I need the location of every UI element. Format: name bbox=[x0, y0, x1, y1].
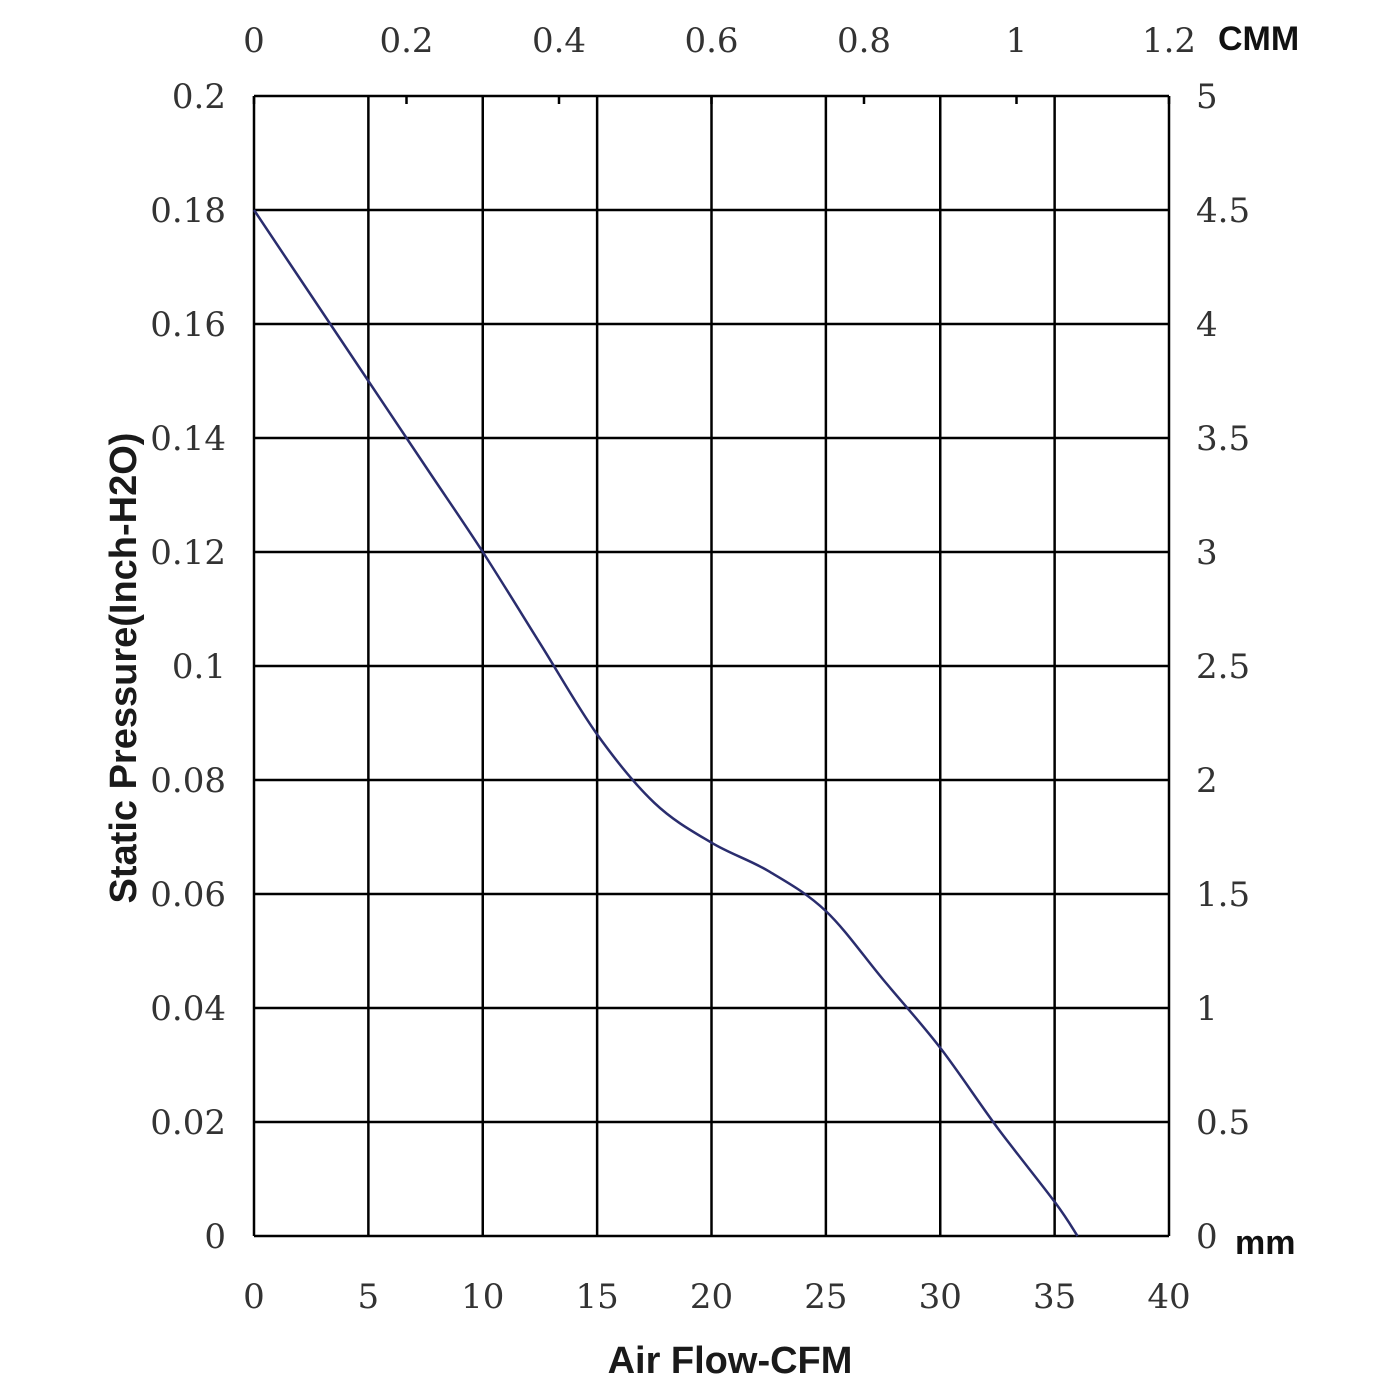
y-axis-title: Static Pressure(Inch-H2O) bbox=[103, 433, 145, 904]
y-tick-label: 0.2 bbox=[172, 77, 226, 117]
top-axis-unit: CMM bbox=[1218, 20, 1299, 58]
x-tick-label: 5 bbox=[358, 1277, 380, 1317]
x-tick-label: 30 bbox=[919, 1277, 962, 1317]
top-tick-label: 1 bbox=[1006, 21, 1028, 61]
y-tick-label: 0.1 bbox=[172, 647, 226, 687]
y-tick-label: 0.18 bbox=[150, 191, 226, 231]
grid bbox=[252, 94, 1171, 1238]
series-line bbox=[252, 209, 1079, 1237]
x-tick-label: 10 bbox=[461, 1277, 504, 1317]
right-tick-label: 0.5 bbox=[1196, 1103, 1250, 1143]
x-tick-label: 20 bbox=[690, 1277, 733, 1317]
y-tick-label: 0.16 bbox=[150, 305, 226, 345]
right-axis-unit: mm bbox=[1235, 1224, 1295, 1262]
top-tick-label: 0.8 bbox=[837, 21, 891, 61]
right-tick-label: 0 bbox=[1196, 1217, 1218, 1257]
y-tick-label: 0.02 bbox=[150, 1103, 226, 1143]
right-tick-label: 5 bbox=[1196, 77, 1218, 117]
right-tick-label: 4.5 bbox=[1196, 191, 1250, 231]
x-tick-label: 0 bbox=[243, 1277, 265, 1317]
top-tick-label: 0.4 bbox=[532, 21, 586, 61]
right-axis-ticks: 0 0.5 1 1.5 2 2.5 3 3.5 4 4.5 5 bbox=[1196, 77, 1250, 1257]
right-tick-label: 1.5 bbox=[1196, 875, 1250, 915]
right-tick-label: 1 bbox=[1196, 989, 1218, 1029]
x-tick-label: 40 bbox=[1147, 1277, 1190, 1317]
left-axis-ticks: 0 0.02 0.04 0.06 0.08 0.1 0.12 0.14 0.16 0.18 0.2 bbox=[150, 77, 226, 1257]
y-tick-label: 0.12 bbox=[150, 533, 226, 573]
y-tick-label: 0 bbox=[204, 1217, 226, 1257]
right-tick-label: 2 bbox=[1196, 761, 1218, 801]
y-tick-label: 0.06 bbox=[150, 875, 226, 915]
y-tick-label: 0.04 bbox=[150, 989, 226, 1029]
top-tick-label: 0 bbox=[243, 21, 265, 61]
y-tick-label: 0.14 bbox=[150, 419, 226, 459]
x-tick-label: 15 bbox=[575, 1277, 618, 1317]
x-axis-title: Air Flow-CFM bbox=[608, 1340, 853, 1382]
right-tick-label: 4 bbox=[1196, 305, 1218, 345]
top-tick-label: 0.6 bbox=[684, 21, 738, 61]
right-tick-label: 2.5 bbox=[1196, 647, 1250, 687]
series-group bbox=[252, 209, 1079, 1237]
bottom-axis-ticks: 0 5 10 15 20 25 30 35 40 bbox=[243, 1277, 1190, 1317]
x-tick-label: 25 bbox=[804, 1277, 847, 1317]
top-tick-label: 0.2 bbox=[379, 21, 433, 61]
x-tick-label: 35 bbox=[1033, 1277, 1076, 1317]
right-tick-label: 3.5 bbox=[1196, 419, 1250, 459]
top-axis-ticks: 0 0.2 0.4 0.6 0.8 1 1.2 bbox=[243, 21, 1196, 61]
y-tick-label: 0.08 bbox=[150, 761, 226, 801]
right-tick-label: 3 bbox=[1196, 533, 1218, 573]
top-tick-label: 1.2 bbox=[1142, 21, 1196, 61]
